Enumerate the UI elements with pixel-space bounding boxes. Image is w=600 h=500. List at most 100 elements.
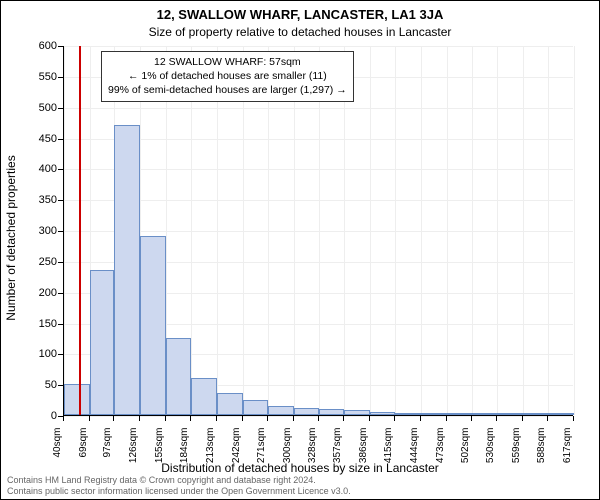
histogram-bar	[243, 400, 269, 415]
x-tick-label: 40sqm	[52, 428, 63, 478]
info-box-line: 99% of semi-detached houses are larger (…	[108, 83, 347, 97]
y-tick-mark	[58, 200, 63, 201]
y-tick-mark	[58, 169, 63, 170]
histogram-bar	[166, 338, 192, 415]
histogram-bar	[217, 393, 243, 415]
gridline-v	[574, 46, 575, 415]
x-tick-label: 155sqm	[154, 428, 165, 478]
gridline-v	[548, 46, 549, 415]
x-tick-mark	[139, 416, 140, 421]
x-tick-label: 559sqm	[511, 428, 522, 478]
x-tick-mark	[394, 416, 395, 421]
x-tick-mark	[242, 416, 243, 421]
x-tick-mark	[547, 416, 548, 421]
info-box: 12 SWALLOW WHARF: 57sqm← 1% of detached …	[101, 51, 354, 102]
info-box-line: ← 1% of detached houses are smaller (11)	[108, 69, 347, 83]
x-tick-mark	[89, 416, 90, 421]
x-tick-mark	[267, 416, 268, 421]
x-tick-mark	[573, 416, 574, 421]
x-tick-label: 242sqm	[231, 428, 242, 478]
x-tick-label: 97sqm	[102, 428, 113, 478]
gridline-v	[370, 46, 371, 415]
x-tick-label: 69sqm	[78, 428, 89, 478]
x-tick-label: 530sqm	[485, 428, 496, 478]
x-tick-mark	[369, 416, 370, 421]
histogram-bar	[191, 378, 217, 415]
y-tick-mark	[58, 46, 63, 47]
x-tick-label: 415sqm	[383, 428, 394, 478]
x-tick-mark	[446, 416, 447, 421]
x-tick-mark	[471, 416, 472, 421]
y-tick-label: 600	[21, 40, 57, 52]
x-tick-mark	[343, 416, 344, 421]
x-tick-mark	[216, 416, 217, 421]
y-tick-label: 250	[21, 256, 57, 268]
histogram-bar	[523, 413, 549, 415]
y-tick-mark	[58, 385, 63, 386]
x-tick-label: 617sqm	[562, 428, 573, 478]
y-tick-mark	[58, 293, 63, 294]
y-tick-mark	[58, 324, 63, 325]
histogram-bar	[268, 406, 294, 415]
histogram-bar	[90, 270, 115, 415]
x-tick-mark	[522, 416, 523, 421]
histogram-bar	[64, 384, 90, 415]
y-tick-mark	[58, 231, 63, 232]
y-tick-label: 50	[21, 379, 57, 391]
y-tick-label: 300	[21, 225, 57, 237]
x-tick-mark	[293, 416, 294, 421]
y-tick-label: 200	[21, 287, 57, 299]
x-tick-mark	[190, 416, 191, 421]
x-tick-label: 184sqm	[179, 428, 190, 478]
x-tick-label: 126sqm	[128, 428, 139, 478]
histogram-bar	[548, 413, 574, 415]
gridline-v	[472, 46, 473, 415]
histogram-bar	[395, 413, 421, 415]
x-tick-label: 386sqm	[358, 428, 369, 478]
y-tick-mark	[58, 262, 63, 263]
gridline-v	[421, 46, 422, 415]
histogram-bar	[447, 413, 473, 415]
y-tick-label: 400	[21, 163, 57, 175]
histogram-bar	[421, 413, 447, 415]
x-tick-mark	[63, 416, 64, 421]
x-tick-label: 357sqm	[332, 428, 343, 478]
property-marker-line	[79, 46, 81, 415]
histogram-bar	[319, 409, 345, 415]
x-tick-label: 300sqm	[282, 428, 293, 478]
y-tick-mark	[58, 139, 63, 140]
info-box-line: 12 SWALLOW WHARF: 57sqm	[108, 55, 347, 69]
histogram-bar	[294, 408, 319, 415]
gridline-v	[497, 46, 498, 415]
gridline-v	[64, 46, 65, 415]
chart-subtitle: Size of property relative to detached ho…	[1, 25, 599, 39]
histogram-bar	[370, 412, 396, 415]
y-tick-label: 150	[21, 318, 57, 330]
x-tick-label: 473sqm	[435, 428, 446, 478]
x-tick-mark	[113, 416, 114, 421]
gridline-v	[395, 46, 396, 415]
y-tick-label: 500	[21, 102, 57, 114]
histogram-bar	[497, 413, 523, 415]
y-tick-label: 100	[21, 348, 57, 360]
x-tick-mark	[420, 416, 421, 421]
chart-title-address: 12, SWALLOW WHARF, LANCASTER, LA1 3JA	[1, 7, 599, 22]
gridline-v	[447, 46, 448, 415]
y-tick-mark	[58, 354, 63, 355]
chart-container: 12, SWALLOW WHARF, LANCASTER, LA1 3JA Si…	[0, 0, 600, 500]
x-axis-label: Distribution of detached houses by size …	[1, 461, 599, 475]
y-tick-mark	[58, 108, 63, 109]
y-tick-label: 550	[21, 71, 57, 83]
histogram-bar	[472, 413, 497, 415]
x-tick-mark	[165, 416, 166, 421]
gridline-v	[523, 46, 524, 415]
x-tick-mark	[496, 416, 497, 421]
histogram-bar	[114, 125, 140, 415]
histogram-bar	[344, 410, 370, 415]
histogram-bar	[140, 236, 166, 415]
y-tick-label: 0	[21, 410, 57, 422]
x-tick-label: 444sqm	[409, 428, 420, 478]
x-tick-label: 588sqm	[536, 428, 547, 478]
x-tick-label: 502sqm	[460, 428, 471, 478]
y-tick-mark	[58, 77, 63, 78]
